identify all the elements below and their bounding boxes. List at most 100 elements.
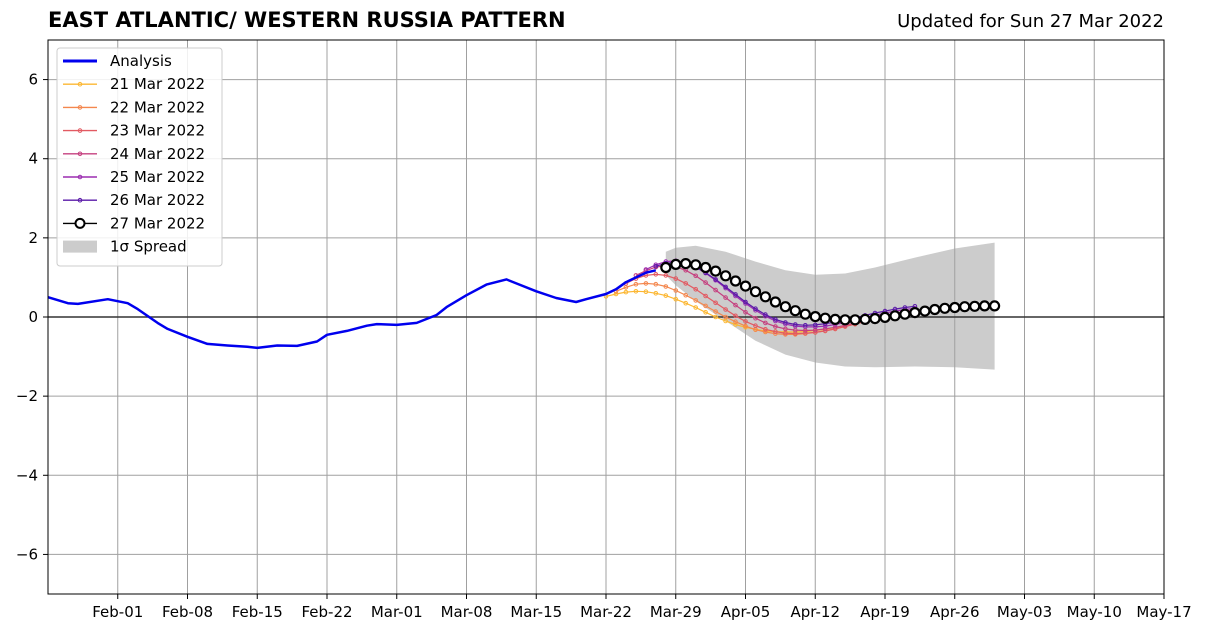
- forecast-point: [753, 306, 758, 312]
- forecast-point: [673, 276, 679, 281]
- forecast-point: [703, 310, 708, 315]
- forecast-point: [719, 270, 732, 282]
- forecast-point: [739, 280, 752, 292]
- forecast-point: [959, 301, 971, 313]
- forecast-point: [653, 264, 659, 269]
- x-tick-label: May-10: [1067, 603, 1122, 621]
- x-tick-label: Mar-08: [441, 603, 493, 621]
- forecast-point: [683, 281, 689, 286]
- y-tick-label: 4: [28, 150, 38, 168]
- legend-swatch-marker: [77, 174, 83, 180]
- forecast-point: [703, 293, 708, 299]
- forecast-point: [743, 319, 748, 324]
- forecast-point: [789, 305, 801, 317]
- forecast-point: [759, 291, 772, 303]
- forecast-point: [653, 291, 659, 296]
- forecast-point: [713, 277, 718, 282]
- legend-label: 25 Mar 2022: [110, 168, 205, 186]
- y-tick-label: 0: [28, 308, 38, 326]
- forecast-point: [749, 286, 762, 298]
- forecast-point: [773, 317, 778, 322]
- forecast-point: [829, 313, 841, 325]
- forecast-point: [869, 313, 881, 325]
- forecast-point: [919, 305, 931, 317]
- x-tick-label: Feb-15: [232, 603, 283, 621]
- forecast-point: [733, 313, 738, 319]
- forecast-point: [653, 281, 659, 287]
- legend-swatch-marker: [74, 217, 86, 229]
- forecast-point: [753, 315, 758, 321]
- legend-label: Analysis: [110, 52, 172, 70]
- x-tick-label: Feb-22: [301, 603, 352, 621]
- plot-frame: [47, 39, 1165, 595]
- forecast-point: [709, 265, 722, 277]
- forecast-point: [763, 327, 768, 332]
- forecast-point: [703, 280, 708, 285]
- legend-label: 27 Mar 2022: [110, 214, 205, 232]
- spread-layer: [665, 242, 995, 370]
- forecast-point: [643, 281, 649, 286]
- legend-label: 21 Mar 2022: [110, 75, 205, 93]
- forecast-point: [879, 311, 891, 323]
- x-tick-label: Mar-22: [580, 603, 632, 621]
- y-tick-label: −4: [16, 466, 38, 484]
- forecast-point: [723, 284, 728, 290]
- legend-label: 1σ Spread: [110, 238, 187, 256]
- forecast-point: [783, 326, 788, 332]
- forecast-point: [813, 322, 818, 328]
- forecast-point: [743, 310, 748, 315]
- legend-label: 26 Mar 2022: [110, 191, 205, 209]
- x-tick-label: Apr-12: [791, 603, 841, 621]
- forecast-point: [733, 292, 738, 297]
- forecast-point: [723, 314, 728, 320]
- forecast-point: [988, 300, 1001, 312]
- forecast-point: [939, 302, 951, 314]
- forecast-point: [713, 300, 718, 306]
- forecast-point: [909, 307, 921, 319]
- forecast-point: [849, 314, 861, 326]
- forecast-point: [660, 261, 672, 274]
- forecast-point: [633, 281, 639, 287]
- forecast-point: [683, 300, 689, 306]
- spread-band: [665, 242, 995, 370]
- forecast-point: [733, 302, 738, 308]
- forecast-point: [949, 301, 961, 314]
- forecast-point: [773, 324, 778, 329]
- forecast-point: [723, 295, 728, 300]
- forecast-point: [673, 288, 679, 293]
- forecast-point: [713, 314, 718, 320]
- x-tick-label: May-17: [1136, 603, 1191, 621]
- x-tick-label: Feb-01: [92, 603, 143, 621]
- forecast-point: [663, 273, 669, 278]
- forecast-point: [803, 323, 808, 328]
- forecast-point: [693, 298, 699, 303]
- legend-box: [56, 47, 223, 267]
- forecast-point: [773, 329, 778, 334]
- forecast-point: [733, 322, 738, 327]
- forecast-point: [763, 329, 768, 335]
- legend-swatch-marker: [77, 128, 83, 133]
- forecast-point: [832, 325, 838, 330]
- forecast-point: [633, 289, 639, 294]
- forecast-point: [673, 296, 679, 302]
- axis-layer: −6 −4 −2 0 2 4 6 Feb-01 Feb-08 Feb-15 Feb-22 Mar-01…: [16, 39, 1192, 621]
- forecast-point: [693, 273, 699, 279]
- forecast-point: [783, 330, 788, 336]
- forecast-point: [693, 287, 699, 292]
- forecast-point: [969, 300, 981, 312]
- legend-swatch-marker: [77, 197, 83, 203]
- forecast-point: [839, 314, 851, 326]
- chart-subtitle: Updated for Sun 27 Mar 2022: [897, 11, 1164, 32]
- forecast-point: [699, 261, 712, 274]
- forecast-point: [670, 258, 682, 270]
- forecast-point: [783, 320, 788, 325]
- forecast-point: [822, 326, 828, 332]
- forecast-point: [859, 313, 871, 325]
- x-tick-label: Feb-08: [162, 603, 213, 621]
- y-tick-label: −6: [16, 545, 38, 563]
- forecast-point: [743, 299, 748, 305]
- forecast-point: [703, 303, 708, 309]
- legend-swatch-marker: [77, 151, 83, 157]
- y-tick-label: 6: [28, 71, 38, 89]
